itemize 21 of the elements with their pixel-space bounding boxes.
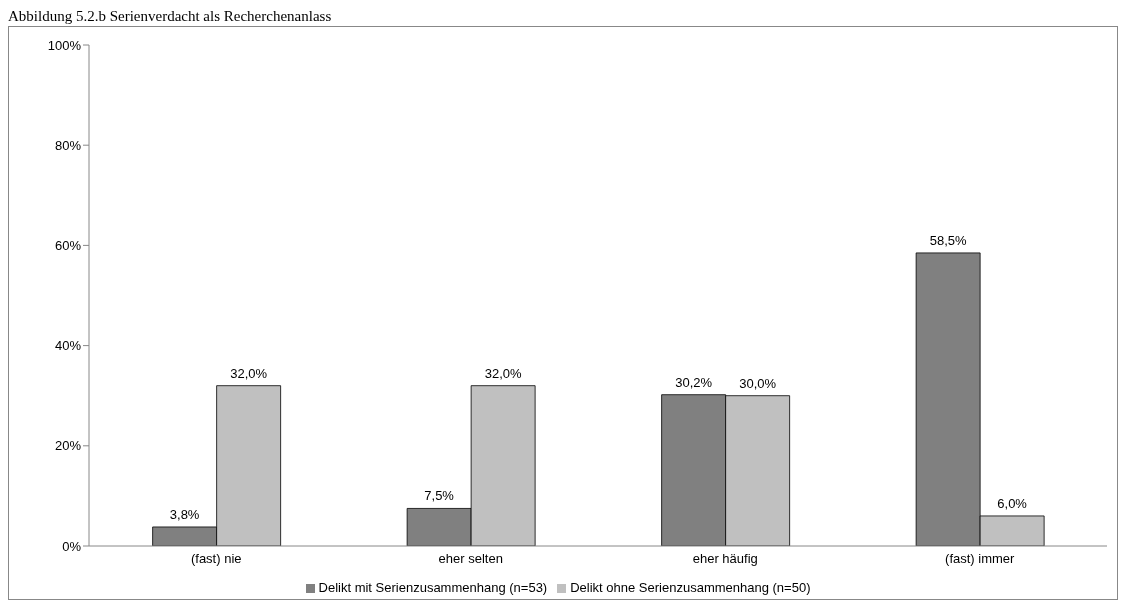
text: 32,0% xyxy=(230,365,268,381)
y-tick-label: 80% xyxy=(54,137,82,153)
text: 30,0% xyxy=(739,375,777,391)
text: 58,5% xyxy=(929,232,967,248)
legend-label: Delikt mit Serienzusammenhang (n=53) xyxy=(318,580,548,595)
text: 6,0% xyxy=(997,495,1027,511)
x-tick-label: eher häufig xyxy=(692,551,758,567)
y-tick-label: 0% xyxy=(62,538,82,554)
y-tick-label: 20% xyxy=(54,438,82,454)
text: 32,0% xyxy=(484,365,522,381)
x-tick-label: eher selten xyxy=(438,551,503,567)
x-tick-label: (fast) nie xyxy=(190,551,242,567)
legend-label: Delikt ohne Serienzusammenhang (n=50) xyxy=(570,580,811,595)
text: 7,5% xyxy=(424,488,454,504)
y-tick-label: 60% xyxy=(54,238,82,254)
x-tick-label: (fast) immer xyxy=(945,551,1016,567)
text: 30,2% xyxy=(675,374,713,390)
text: 3,8% xyxy=(169,506,200,522)
y-tick-label: 100% xyxy=(47,37,82,53)
chart-title: Abbildung 5.2.b Serienverdacht als Recherchenanlass xyxy=(8,8,333,26)
y-tick-label: 40% xyxy=(54,338,82,354)
